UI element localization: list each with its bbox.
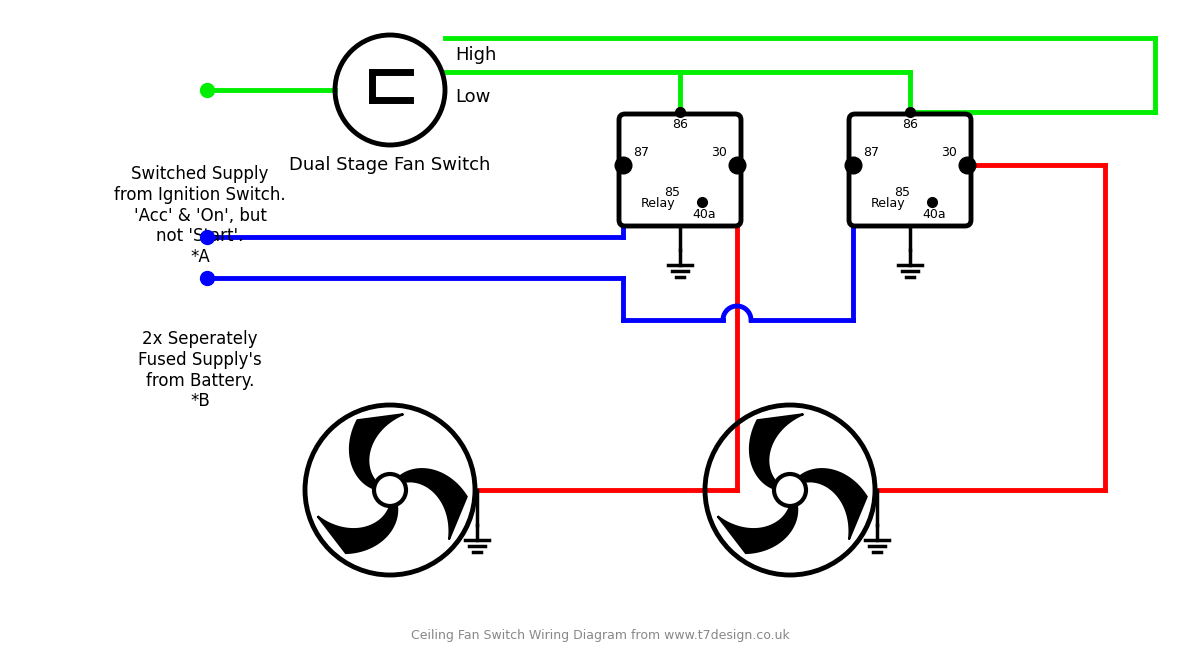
Text: 40a: 40a xyxy=(692,209,716,222)
Text: Switched Supply
from Ignition Switch.
'Acc' & 'On', but
not 'Start'.
*A: Switched Supply from Ignition Switch. 'A… xyxy=(114,165,286,266)
Text: 30: 30 xyxy=(941,146,956,159)
Text: 40a: 40a xyxy=(922,209,946,222)
Text: 30: 30 xyxy=(712,146,727,159)
FancyBboxPatch shape xyxy=(850,114,971,226)
Text: 2x Seperately
Fused Supply's
from Battery.
*B: 2x Seperately Fused Supply's from Batter… xyxy=(138,330,262,410)
Text: Relay: Relay xyxy=(871,196,905,209)
Text: Ceiling Fan Switch Wiring Diagram from www.t7design.co.uk: Ceiling Fan Switch Wiring Diagram from w… xyxy=(410,629,790,642)
Polygon shape xyxy=(750,414,803,489)
Text: High: High xyxy=(455,46,497,64)
Polygon shape xyxy=(350,414,403,489)
Text: 86: 86 xyxy=(902,118,918,131)
Text: 87: 87 xyxy=(863,146,878,159)
Text: 85: 85 xyxy=(894,187,910,200)
Text: Relay: Relay xyxy=(641,196,676,209)
Polygon shape xyxy=(799,469,866,540)
Polygon shape xyxy=(318,504,397,553)
Text: Low: Low xyxy=(455,88,491,106)
Text: 86: 86 xyxy=(672,118,688,131)
Polygon shape xyxy=(400,469,467,540)
Text: Dual Stage Fan Switch: Dual Stage Fan Switch xyxy=(289,156,491,174)
Polygon shape xyxy=(718,504,797,553)
Text: 85: 85 xyxy=(664,187,680,200)
FancyBboxPatch shape xyxy=(619,114,742,226)
Text: 87: 87 xyxy=(634,146,649,159)
